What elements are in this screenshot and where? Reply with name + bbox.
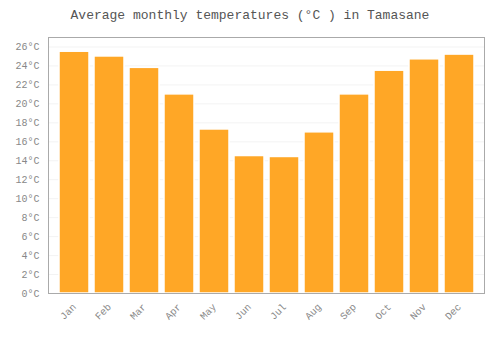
svg-text:16°C: 16°C	[15, 137, 39, 148]
svg-text:2°C: 2°C	[21, 270, 39, 281]
svg-text:May: May	[198, 302, 219, 323]
svg-text:6°C: 6°C	[21, 232, 39, 243]
svg-text:20°C: 20°C	[15, 99, 39, 110]
svg-text:Jul: Jul	[268, 302, 289, 323]
svg-text:Jun: Jun	[233, 302, 254, 323]
svg-text:Apr: Apr	[163, 302, 184, 323]
svg-text:Aug: Aug	[303, 302, 324, 323]
svg-text:10°C: 10°C	[15, 194, 39, 205]
html-text:Average monthly temperatures (: Average monthly temperatures (°C ) in Ta…	[70, 8, 430, 23]
svg-text:Oct: Oct	[373, 302, 394, 323]
svg-text:Jan: Jan	[58, 302, 79, 323]
svg-text:24°C: 24°C	[15, 61, 39, 72]
svg-text:14°C: 14°C	[15, 156, 39, 167]
svg-text:12°C: 12°C	[15, 175, 39, 186]
svg-text:26°C: 26°C	[15, 42, 39, 53]
svg-text:Dec: Dec	[443, 302, 464, 323]
svg-text:Sep: Sep	[338, 302, 359, 323]
svg-text:8°C: 8°C	[21, 213, 39, 224]
svg-text:Feb: Feb	[93, 302, 114, 323]
svg-text:Nov: Nov	[408, 302, 429, 323]
svg-text:4°C: 4°C	[21, 251, 39, 262]
svg-text:Mar: Mar	[128, 302, 149, 323]
svg-text:18°C: 18°C	[15, 118, 39, 129]
svg-text:22°C: 22°C	[15, 80, 39, 91]
svg-text:0°C: 0°C	[21, 289, 39, 300]
